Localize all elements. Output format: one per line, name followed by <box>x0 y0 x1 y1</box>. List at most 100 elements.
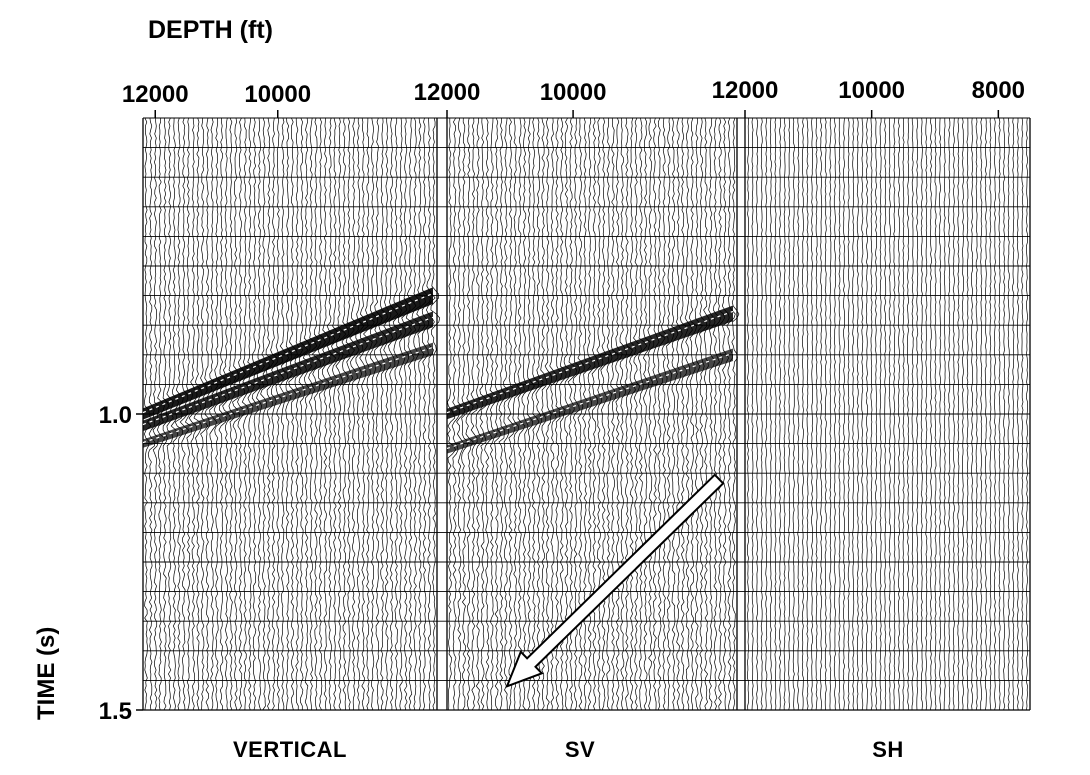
seismic-trace <box>957 117 960 711</box>
seismic-trace <box>470 117 479 711</box>
trace-layer <box>144 117 1028 711</box>
seismic-trace <box>388 117 399 710</box>
seismic-trace <box>779 117 782 711</box>
seismic-trace <box>1003 117 1006 711</box>
seismic-trace <box>684 117 693 711</box>
seismic-trace <box>943 117 946 711</box>
seismic-trace <box>374 117 383 711</box>
seismic-trace <box>610 117 619 710</box>
seismic-trace <box>218 117 227 711</box>
seismic-trace <box>596 117 604 711</box>
seismic-trace <box>363 117 375 711</box>
seismic-trace <box>317 117 326 711</box>
seismic-trace <box>966 117 969 711</box>
seismic-event-highlight <box>142 316 434 426</box>
seismic-trace <box>349 117 360 711</box>
seismic-trace <box>989 117 992 711</box>
arrow-layer <box>505 473 725 689</box>
seismic-trace <box>397 117 408 711</box>
panel-label-vertical: VERTICAL <box>233 737 347 762</box>
seismic-trace <box>824 117 827 711</box>
seismic-trace <box>341 117 350 711</box>
seismic-trace <box>760 117 763 711</box>
x-tick-label: 10000 <box>244 81 311 108</box>
seismic-trace <box>288 117 298 711</box>
seismic-trace <box>657 117 666 711</box>
seismic-trace <box>335 117 347 711</box>
seismic-trace <box>270 117 279 711</box>
x-tick-label: 12000 <box>414 79 481 106</box>
seismic-event-highlight <box>142 292 434 414</box>
direction-arrow <box>505 473 725 689</box>
seismic-trace <box>209 117 219 711</box>
label-layer: DEPTH (ft) TIME (s) 1.0 1.5 12000 10000 VERT… <box>33 16 1025 762</box>
y-tick-label: 1.5 <box>99 698 132 725</box>
seismic-trace <box>401 117 412 711</box>
seismic-trace <box>629 117 637 711</box>
seismic-trace <box>712 117 722 711</box>
x-tick-label: 10000 <box>540 79 607 106</box>
seismic-trace <box>952 117 955 711</box>
seismic-trace <box>213 117 223 711</box>
seismic-trace <box>671 117 679 711</box>
seismic-trace <box>875 117 878 711</box>
seismic-trace <box>479 117 488 711</box>
seismic-trace <box>647 117 655 711</box>
seismic-trace <box>265 117 275 711</box>
seismic-trace <box>916 117 919 711</box>
y-tick-label: 1.0 <box>99 402 132 429</box>
seismic-trace <box>426 117 436 711</box>
seismic-trace <box>475 117 484 711</box>
seismic-trace <box>383 117 394 711</box>
seismic-trace <box>971 117 974 711</box>
seismic-trace <box>797 117 800 711</box>
seismic-trace <box>1012 117 1015 711</box>
seismic-trace <box>661 117 669 711</box>
seismic-trace <box>637 117 648 711</box>
seismic-trace <box>792 117 795 711</box>
seismic-trace <box>256 117 265 711</box>
seismic-trace <box>204 117 213 711</box>
seismic-trace <box>948 117 951 711</box>
seismic-trace <box>852 117 855 711</box>
seismic-trace <box>975 117 978 711</box>
seismic-trace <box>200 117 209 711</box>
seismic-trace <box>535 117 544 711</box>
x-tick-label: 12000 <box>122 81 189 108</box>
seismic-trace <box>765 117 768 711</box>
seismic-trace <box>1016 117 1019 711</box>
seismic-trace <box>774 117 777 711</box>
panel-label-sv: SV <box>565 737 595 762</box>
seismic-trace <box>838 117 841 711</box>
seismic-trace <box>285 117 294 711</box>
seismic-event-band <box>143 342 433 448</box>
seismic-trace <box>769 117 772 711</box>
seismic-trace <box>416 117 427 711</box>
y-axis-label: TIME (s) <box>33 627 60 720</box>
seismic-trace <box>494 117 502 711</box>
seismic-trace <box>193 117 203 711</box>
seismic-trace <box>934 117 937 711</box>
seismic-trace <box>829 117 832 711</box>
seismic-trace <box>675 117 683 711</box>
seismic-trace <box>751 117 754 711</box>
seismic-trace <box>311 117 322 711</box>
x-tick-label: 12000 <box>712 77 779 104</box>
seismic-trace <box>652 117 660 711</box>
seismic-event-band <box>447 305 733 420</box>
seismic-trace <box>998 117 1001 711</box>
seismic-trace <box>298 117 309 710</box>
seismic-trace <box>498 117 506 711</box>
seismic-trace <box>897 117 900 711</box>
seismic-trace <box>484 117 493 711</box>
seismic-trace <box>698 117 708 711</box>
seismic-trace <box>861 117 864 711</box>
seismic-trace <box>465 117 474 711</box>
seismic-trace <box>815 117 818 711</box>
seismic-trace <box>806 117 809 711</box>
seismic-trace <box>920 117 923 711</box>
seismic-trace <box>430 117 441 711</box>
seismic-trace <box>1021 117 1024 711</box>
seismic-trace <box>801 117 804 711</box>
